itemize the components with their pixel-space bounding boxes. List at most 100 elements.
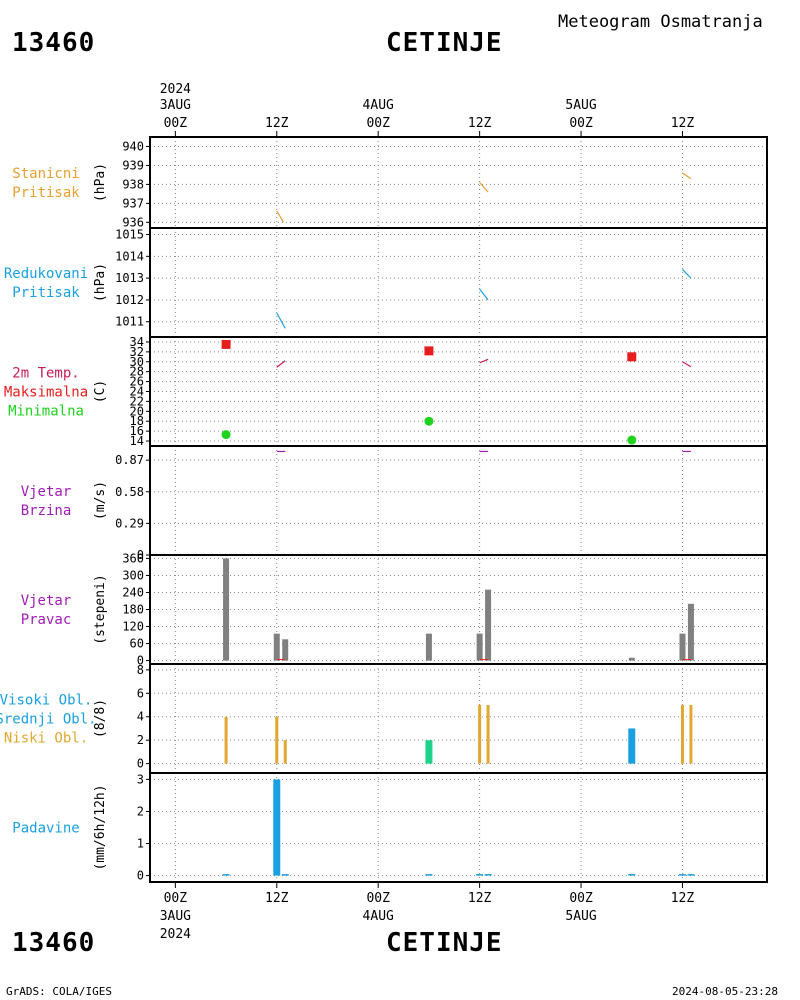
- station-id-bottom: 13460: [12, 928, 96, 958]
- panel-frame-precipitation: [149, 772, 768, 883]
- y-tick-label: 34: [130, 335, 144, 349]
- y-axis-label-wind_speed: (m/s): [93, 481, 108, 520]
- bar-clouds: [680, 705, 684, 764]
- axis-date-bottom: 3AUG: [160, 909, 191, 924]
- bar-clouds: [628, 728, 636, 764]
- panel-frame-reduced_pressure: [149, 227, 768, 338]
- axis-time-top: 12Z: [468, 116, 492, 131]
- panel-label-temperature: 2m Temp.: [12, 366, 79, 382]
- series-line-reduced_pressure: [479, 288, 489, 301]
- bar-wind_direction: [425, 633, 432, 661]
- axis-date-bottom: 4AUG: [363, 909, 394, 924]
- y-tick-label: 28: [130, 365, 144, 379]
- axis-time-bottom: 00Z: [569, 891, 593, 906]
- bar-precipitation: [281, 874, 289, 876]
- bar-wind_direction: [485, 589, 492, 661]
- panel-frame-station_pressure: [149, 136, 768, 229]
- bar-wind_direction: [628, 657, 635, 661]
- bar-precipitation: [484, 874, 492, 876]
- y-tick-label: 22: [130, 394, 144, 408]
- temp-min-marker: [221, 430, 231, 440]
- y-tick-label: 0: [137, 757, 144, 771]
- meteogram-title: Meteogram Osmatranja: [558, 12, 763, 32]
- bar-wind_direction: [679, 633, 686, 661]
- bar-clouds: [689, 705, 693, 764]
- panel-label-wind_direction: Vjetar: [21, 593, 72, 609]
- bar-wind_direction: [476, 633, 483, 661]
- bar-wind_direction: [687, 603, 694, 661]
- y-tick-label: 937: [122, 196, 144, 210]
- series-line-reduced_pressure: [276, 312, 286, 329]
- bar-clouds: [425, 740, 433, 764]
- axis-time-bottom: 00Z: [164, 891, 188, 906]
- station-name-top: CETINJE: [386, 28, 503, 58]
- y-axis-label-wind_direction: (stepeni): [93, 574, 108, 644]
- y-tick-label: 360: [122, 551, 144, 565]
- series-line-station_pressure: [276, 210, 285, 223]
- bar-clouds: [275, 716, 279, 764]
- axis-time-top: 00Z: [569, 116, 593, 131]
- bar-wind_direction: [282, 639, 289, 661]
- y-tick-label: 0: [137, 869, 144, 883]
- y-tick-label: 4: [137, 710, 144, 724]
- panel-frame-wind_speed: [149, 445, 768, 556]
- axis-time-bottom: 12Z: [265, 891, 289, 906]
- panel-label-wind_speed: Brzina: [21, 503, 72, 519]
- y-tick-label: 8: [137, 663, 144, 677]
- y-tick-label: 24: [130, 385, 144, 399]
- y-tick-label: 0: [137, 654, 144, 668]
- temp-max-marker: [221, 339, 231, 349]
- bar-precipitation: [476, 874, 484, 876]
- temp-min-marker: [627, 435, 637, 445]
- y-axis-label-clouds: (8/8): [93, 699, 108, 738]
- y-tick-label: 18: [130, 414, 144, 428]
- axis-time-bottom: 00Z: [366, 891, 390, 906]
- y-tick-label: 14: [130, 434, 144, 448]
- bar-precipitation: [687, 874, 695, 876]
- panel-label-clouds: Niski Obl.: [4, 731, 88, 747]
- axis-time-bottom: 12Z: [468, 891, 492, 906]
- series-line-temperature: [682, 361, 692, 368]
- y-tick-label: 60: [130, 637, 144, 651]
- panel-label-reduced_pressure: Redukovani: [4, 266, 88, 282]
- y-tick-label: 936: [122, 215, 144, 229]
- bar-wind_direction: [223, 558, 230, 661]
- y-tick-label: 3: [137, 772, 144, 786]
- bar-precipitation: [425, 874, 433, 876]
- series-line-station_pressure: [479, 182, 489, 193]
- panel-label-wind_direction: Pravac: [21, 612, 72, 628]
- y-tick-label: 240: [122, 585, 144, 599]
- axis-date-top: 4AUG: [363, 98, 394, 113]
- panel-label-precipitation: Padavine: [12, 821, 79, 837]
- y-tick-label: 2: [137, 804, 144, 818]
- axis-date-top: 5AUG: [565, 98, 596, 113]
- bar-clouds: [478, 705, 482, 764]
- axis-date-top: 3AUG: [160, 98, 191, 113]
- series-line-temperature: [276, 360, 286, 368]
- y-tick-label: 0.58: [115, 485, 144, 499]
- bar-precipitation: [273, 779, 281, 876]
- y-tick-label: 180: [122, 603, 144, 617]
- axis-time-top: 00Z: [366, 116, 390, 131]
- axis-year-bottom: 2024: [160, 927, 191, 942]
- y-tick-label: 1011: [115, 315, 144, 329]
- y-tick-label: 0: [137, 548, 144, 562]
- panel-label-temperature: Maksimalna: [4, 385, 88, 401]
- y-tick-label: 120: [122, 620, 144, 634]
- temp-min-marker: [424, 416, 434, 426]
- bar-precipitation: [222, 874, 230, 876]
- series-line-reduced_pressure: [682, 269, 692, 279]
- y-tick-label: 940: [122, 139, 144, 153]
- bar-clouds: [283, 740, 287, 764]
- footer-timestamp: 2024-08-05-23:28: [672, 985, 778, 998]
- y-tick-label: 1013: [115, 271, 144, 285]
- bar-precipitation: [628, 874, 636, 876]
- footer-credit: GrADS: COLA/IGES: [6, 985, 112, 998]
- axis-time-bottom: 12Z: [671, 891, 695, 906]
- station-name-bottom: CETINJE: [386, 928, 503, 958]
- temp-max-marker: [424, 346, 434, 356]
- y-tick-label: 32: [130, 345, 144, 359]
- temp-max-marker: [627, 352, 637, 362]
- series-line-temperature: [479, 358, 489, 364]
- y-tick-label: 30: [130, 355, 144, 369]
